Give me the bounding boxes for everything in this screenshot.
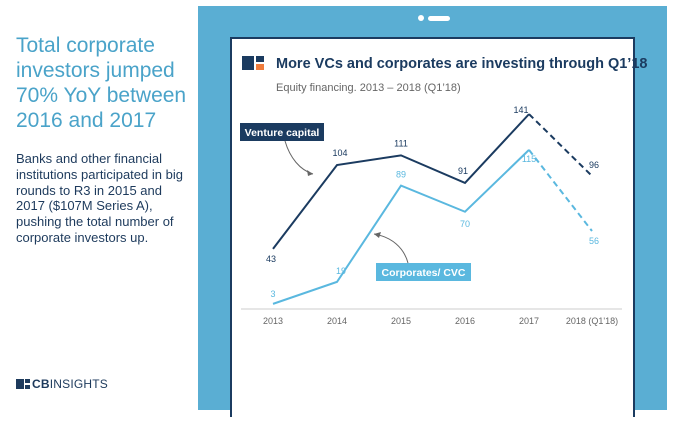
data-label: 43 (266, 254, 276, 264)
chart-title: More VCs and corporates are investing th… (276, 56, 647, 72)
data-label: 141 (513, 105, 528, 115)
data-label: 104 (332, 148, 347, 158)
headline: Total corporate investors jumped 70% YoY… (16, 34, 187, 132)
logo-text: CBINSIGHTS (32, 377, 108, 391)
data-label: 70 (460, 219, 470, 229)
data-label: 3 (270, 289, 275, 299)
cbinsights-logo-icon (16, 379, 30, 389)
data-label: 91 (458, 166, 468, 176)
data-label: 111 (394, 138, 408, 148)
tablet-camera-dot (418, 15, 424, 21)
legend-box-venture-capital (240, 123, 324, 141)
chart-icon-block-bottom (256, 64, 264, 70)
chart-title-group: More VCs and corporates are investing th… (242, 56, 647, 94)
chart-subtitle: Equity financing. 2013 – 2018 (Q1’18) (276, 82, 461, 94)
x-tick-label: 2016 (455, 316, 475, 326)
logo-text-bold: CB (32, 377, 50, 391)
legend-arrowhead-corporates-cvc (374, 232, 381, 238)
data-label: 96 (589, 160, 599, 170)
legend-label-venture-capital: Venture capital (245, 127, 320, 139)
x-tick-label: 2017 (519, 316, 539, 326)
x-tick-label: 2015 (391, 316, 411, 326)
chart-icon-block-top (256, 56, 264, 62)
x-tick-label: 2014 (327, 316, 347, 326)
legend-pointer-venture-capital (284, 140, 314, 175)
series-line-venture-capital (272, 113, 530, 250)
logo-text-light: INSIGHTS (49, 377, 109, 391)
legend-pointer-corporates-cvc (373, 233, 409, 264)
series-projection-corporates-cvc (528, 149, 593, 232)
cbinsights-logo: CBINSIGHTS (16, 377, 108, 391)
data-label: 115 (522, 154, 536, 164)
chart-icon-block (242, 56, 254, 70)
legend-arrowhead-venture-capital (307, 170, 313, 176)
legend-label-corporates-cvc: Corporates/ CVC (381, 267, 465, 279)
x-tick-label: 2013 (263, 316, 283, 326)
data-label: 56 (589, 236, 599, 246)
data-label: 19 (336, 266, 346, 276)
tablet-camera-bar (428, 16, 450, 21)
chart-card (230, 37, 635, 417)
data-label: 89 (396, 170, 406, 180)
description-text: Banks and other financial institutions p… (16, 151, 183, 245)
series-line-corporates-cvc (272, 149, 530, 305)
series-projection-venture-capital (528, 113, 593, 177)
x-tick-label: 2018 (Q1'18) (566, 316, 618, 326)
legend-box-corporates-cvc (376, 263, 471, 281)
